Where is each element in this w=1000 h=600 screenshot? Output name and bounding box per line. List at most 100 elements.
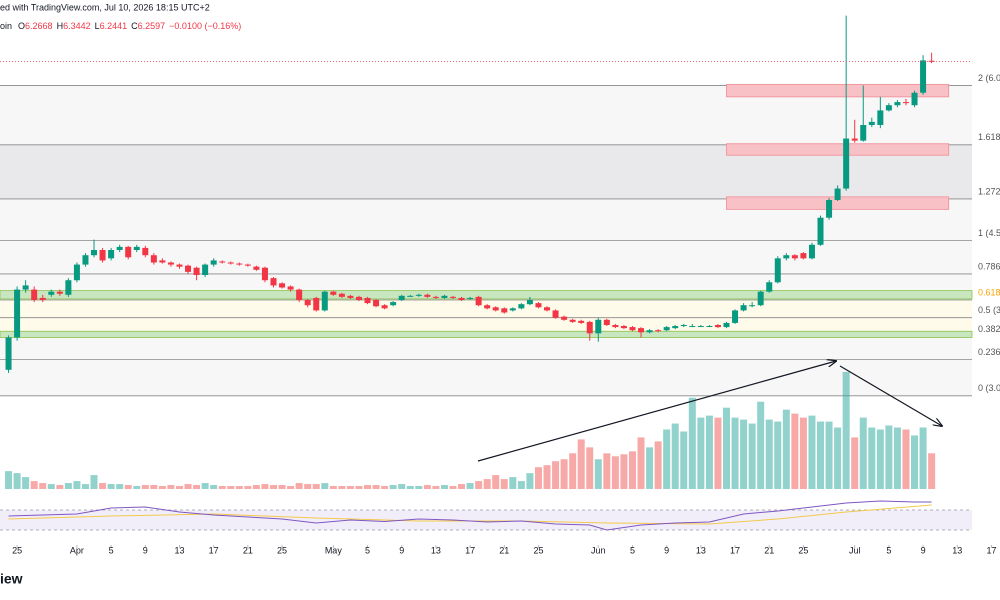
candle-body [407,295,414,297]
candle-body [253,266,260,270]
candle-body [56,291,63,294]
x-tick-label: 9 [921,545,926,555]
candle-body [808,244,815,259]
volume-bar [714,417,722,489]
ohlc-value: 6.2441 [100,21,128,31]
ohlc-letter: L [95,21,100,31]
volume-bar [808,415,816,489]
volume-bar [287,486,295,489]
candle-body [501,308,508,313]
candle-body [14,289,21,338]
candle-body [706,326,713,328]
candle-body [586,321,593,334]
candle-body [167,262,174,265]
volume-bar [295,483,303,489]
fib-label: 1.618 [978,132,1000,142]
candle-body [791,255,798,259]
candle-body [484,305,491,309]
volume-bar [304,484,312,489]
volume-bar [697,417,705,489]
ohlc-letter: C [131,21,138,31]
candle-body [868,121,875,125]
candle-body [757,291,764,306]
volume-bar [893,427,901,489]
candle-body [150,255,157,263]
candle-body [398,295,405,300]
volume-bar [817,421,825,489]
candle-body [287,286,294,290]
volume-bar [722,407,730,489]
volume-bar [167,485,175,489]
candle-body [91,250,98,256]
candle-body [270,278,277,286]
volume-bar [919,427,927,489]
volume-bar [338,486,346,489]
candle-body [569,319,576,322]
volume-bar [834,427,842,489]
candle-body [800,253,807,259]
candle-body [655,330,662,332]
volume-bar [509,477,517,489]
x-tick-label: 5 [886,545,891,555]
candle-body [843,138,850,189]
volume-bar [842,371,850,489]
volume-bar [175,486,183,489]
candle-body [39,297,46,300]
candle-body [159,260,166,263]
volume-bar [193,485,201,489]
volume-bar [22,477,30,489]
volume-bar [868,427,876,489]
candle-body [749,305,756,307]
candle-body [31,289,38,300]
candle-body [73,264,80,281]
candle-body [885,105,892,111]
volume-bar [270,485,278,489]
volume-bar [483,479,491,489]
volume-bar [13,473,21,489]
volume-bar [859,417,867,489]
volume-bar [663,429,671,489]
volume-bar [500,479,508,489]
candle-body [236,263,243,265]
candle-body [449,296,456,298]
volume-bar [825,421,833,489]
volume-bar [227,486,235,489]
volume-bar [372,485,380,489]
candle-body [732,310,739,323]
zone [0,290,973,300]
zone [726,83,950,98]
candle-body [689,326,696,328]
header-ohlc: oin O6.2668 H6.3442 L6.2441 C6.2597 −0.0100 (… [0,21,241,31]
ohlc-value: 6.2597 [138,21,166,31]
volume-bar [107,484,115,489]
x-tick-label: Apr [70,545,84,555]
x-tick-label: 13 [431,545,441,555]
volume-bar [748,423,756,489]
volume-bar [184,484,192,489]
volume-bar [876,429,884,489]
candle-body [441,295,448,298]
volume-bar [731,417,739,489]
volume-bar [705,415,713,489]
fib-label: 0 (3.0 [978,383,1000,393]
candle-body [193,267,200,275]
candle-body [338,293,345,297]
candle-body [390,302,397,306]
x-tick-label: 17 [209,545,219,555]
x-tick-label: 13 [696,545,706,555]
candle-body [176,264,183,267]
volume-bar [791,413,799,489]
fib-label: 0.618 [978,287,1000,297]
candle-body [535,303,542,308]
volume-bar [398,484,406,489]
candle-body [373,300,380,307]
fib-label: 0.236 [978,347,1000,357]
annotation-layer [477,361,942,462]
candle-body [219,261,226,263]
x-tick-label: 21 [243,545,253,555]
candle-body [877,110,884,125]
candle-body [492,307,499,311]
volume-bar [39,483,47,489]
candle-body [697,326,704,328]
